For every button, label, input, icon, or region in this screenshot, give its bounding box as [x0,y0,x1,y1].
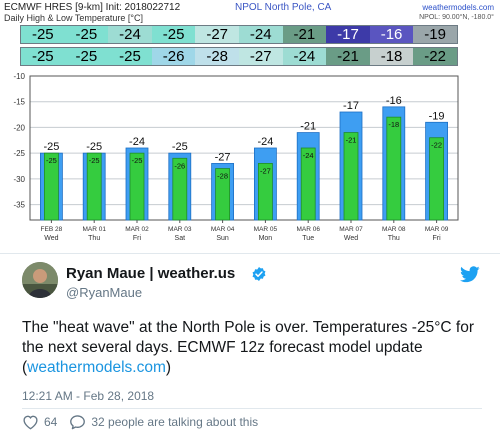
x-tick-label: MAR 03 [168,226,192,233]
heart-icon[interactable] [22,414,39,430]
low-temperature-strip: -25 -25 -25 -26 -28 -27 -24 -21 -18 -22 [20,47,458,66]
y-tick-label: -10 [13,72,25,81]
high-value-label: -16 [386,95,402,107]
x-tick-label: MAR 09 [425,226,449,233]
day-label: Thu [388,235,400,242]
high-value-label: -17 [343,100,359,112]
tweet-actions: 64 32 people are talking about this [22,414,258,430]
low-strip-cell: -26 [151,48,196,65]
low-strip-cell: -27 [238,48,283,65]
low-strip-cell: -25 [64,48,109,65]
low-strip-cell: -25 [21,48,65,65]
day-label: Sun [216,235,229,242]
divider [22,408,482,409]
y-tick-label: -30 [13,175,25,184]
x-tick-label: MAR 08 [382,226,406,233]
day-label: Wed [344,235,358,242]
verified-badge-icon [252,267,266,281]
low-bar [386,116,402,221]
tweet-text-end: ) [165,359,172,376]
model-title: ECMWF HRES [9-km] Init: 2018022712 [4,2,181,13]
low-value-label: -21 [346,136,357,145]
high-strip-cell: -27 [195,26,239,43]
y-tick-label: -20 [13,123,25,132]
forecast-image[interactable]: ECMWF HRES [9-km] Init: 2018022712 Daily… [0,0,500,254]
x-tick-label: MAR 02 [125,226,149,233]
avatar[interactable] [22,262,58,298]
low-value-label: -24 [303,151,314,160]
low-bar [429,137,445,221]
low-bar [343,132,359,221]
chart-subtitle: Daily High & Low Temperature [°C] [4,13,143,23]
brand-label: weathermodels.com [422,3,494,12]
high-strip-cell: -21 [282,26,327,43]
high-value-label: -25 [172,141,188,153]
high-strip-cell: -16 [369,26,414,43]
low-strip-cell: -24 [282,48,327,65]
high-strip-cell: -25 [21,26,65,43]
day-label: Fri [433,235,442,242]
temperature-bar-chart: -10 -15 -20 -25 -30 -35 -25 -25 FEB 28 Wed -25 -25 M… [13,72,459,242]
x-tick-label: MAR 04 [211,226,235,233]
x-tick-label: MAR 05 [254,226,278,233]
user-handle[interactable]: @RyanMaue [66,285,143,300]
low-value-label: -18 [388,120,399,129]
high-strip-cell: -25 [151,26,196,43]
tweet-text-body: The "heat wave" at the North Pole is ove… [22,319,474,376]
day-label: Sat [175,235,186,242]
high-value-label: -25 [43,141,59,153]
high-strip-cell: -24 [108,26,152,43]
tweet-timestamp[interactable]: 12:21 AM - Feb 28, 2018 [22,389,155,403]
low-strip-cell: -22 [413,48,457,65]
high-value-label: -19 [429,110,445,122]
avatar-photo-icon [22,262,58,298]
day-label: Fri [133,235,142,242]
y-tick-label: -25 [13,149,25,158]
tweet-text: The "heat wave" at the North Pole is ove… [22,318,482,378]
tweet-link[interactable]: weathermodels.com [27,359,166,376]
x-tick-label: MAR 07 [339,226,363,233]
plot-frame [29,75,459,221]
coordinate-label: NPOL: 90.00°N, -180.0° [419,14,494,21]
high-value-label: -21 [300,121,316,133]
x-tick-label: FEB 28 [41,226,63,233]
x-tick-label: MAR 06 [296,226,320,233]
high-value-label: -24 [257,136,273,148]
location-label: NPOL North Pole, CA [235,2,332,13]
low-value-label: -25 [46,156,57,165]
speech-bubble-icon[interactable] [69,414,86,430]
high-value-label: -24 [129,136,145,148]
conversation-count[interactable]: 32 people are talking about this [91,415,259,429]
y-tick-label: -15 [13,98,25,107]
low-strip-cell: -28 [195,48,239,65]
low-strip-cell: -18 [369,48,414,65]
like-count[interactable]: 64 [44,415,58,429]
x-tick-label: MAR 01 [82,226,106,233]
day-label: Tue [302,235,314,242]
day-label: Thu [88,235,100,242]
low-strip-cell: -21 [326,48,370,65]
high-strip-cell: -25 [64,26,109,43]
high-strip-cell: -17 [326,26,370,43]
low-value-label: -28 [217,172,228,181]
high-value-label: -27 [215,151,231,163]
high-strip-cell: -24 [238,26,283,43]
user-display-name[interactable]: Ryan Maue | weather.us [66,265,236,282]
low-value-label: -27 [260,166,271,175]
y-tick-label: -35 [13,201,25,210]
low-value-label: -22 [431,141,442,150]
high-value-label: -25 [86,141,102,153]
twitter-bird-icon[interactable] [460,266,480,283]
low-strip-cell: -25 [108,48,152,65]
day-label: Wed [44,235,58,242]
high-temperature-strip: -25 -25 -24 -25 -27 -24 -21 -17 -16 -19 [20,25,458,44]
low-value-label: -26 [174,161,185,170]
low-value-label: -25 [89,156,100,165]
day-label: Mon [259,235,273,242]
high-strip-cell: -19 [413,26,457,43]
low-value-label: -25 [132,156,143,165]
